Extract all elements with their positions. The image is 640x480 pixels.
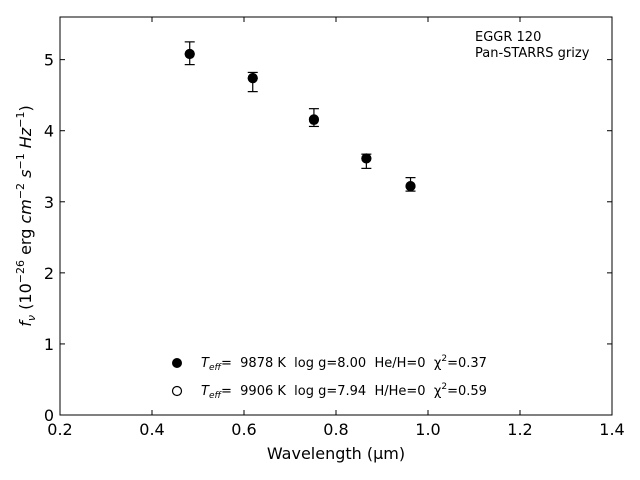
y-tick-label: 5 xyxy=(44,51,54,70)
y-tick-label: 0 xyxy=(44,406,54,425)
x-tick-label: 1.0 xyxy=(415,420,440,439)
y-axis-label: fν (10−26 erg cm−2 s−1 Hz−1) xyxy=(14,105,38,326)
y-tick-label: 3 xyxy=(44,193,54,212)
observed-point xyxy=(247,73,258,84)
legend-entry-2: Teff= 9906 K log g=7.94 H/He=0 χ2=0.59 xyxy=(201,382,487,401)
observed-point xyxy=(361,153,372,164)
y-tick-label: 4 xyxy=(44,122,54,141)
observed-point xyxy=(405,181,416,192)
legend-marker-filled xyxy=(172,358,182,368)
legend-entry-1: Teff= 9878 K log g=8.00 He/H=0 χ2=0.37 xyxy=(201,354,487,373)
x-tick-label: 0.6 xyxy=(231,420,256,439)
x-tick-label: 0.8 xyxy=(323,420,348,439)
x-tick-label: 1.2 xyxy=(507,420,532,439)
legend-marker-open xyxy=(171,385,183,397)
annotation-object: EGGR 120 xyxy=(475,30,541,45)
observed-point xyxy=(184,48,195,59)
observed-point xyxy=(308,115,319,126)
x-tick-label: 0.4 xyxy=(139,420,164,439)
axis-ticks: 0.2 0.4 0.6 0.8 1.0 1.2 1.4 0 1 2 3 4 5 xyxy=(44,17,625,439)
data-marks xyxy=(184,41,416,192)
y-tick-label: 2 xyxy=(44,264,54,283)
y-tick-label: 1 xyxy=(44,335,54,354)
legend: Teff= 9878 K log g=8.00 He/H=0 χ2=0.37 T… xyxy=(171,354,487,401)
annotation-survey: Pan-STARRS grizy xyxy=(475,46,590,61)
x-tick-label: 0.2 xyxy=(47,420,72,439)
x-tick-label: 1.4 xyxy=(599,420,624,439)
x-axis-label: Wavelength (μm) xyxy=(267,444,405,463)
